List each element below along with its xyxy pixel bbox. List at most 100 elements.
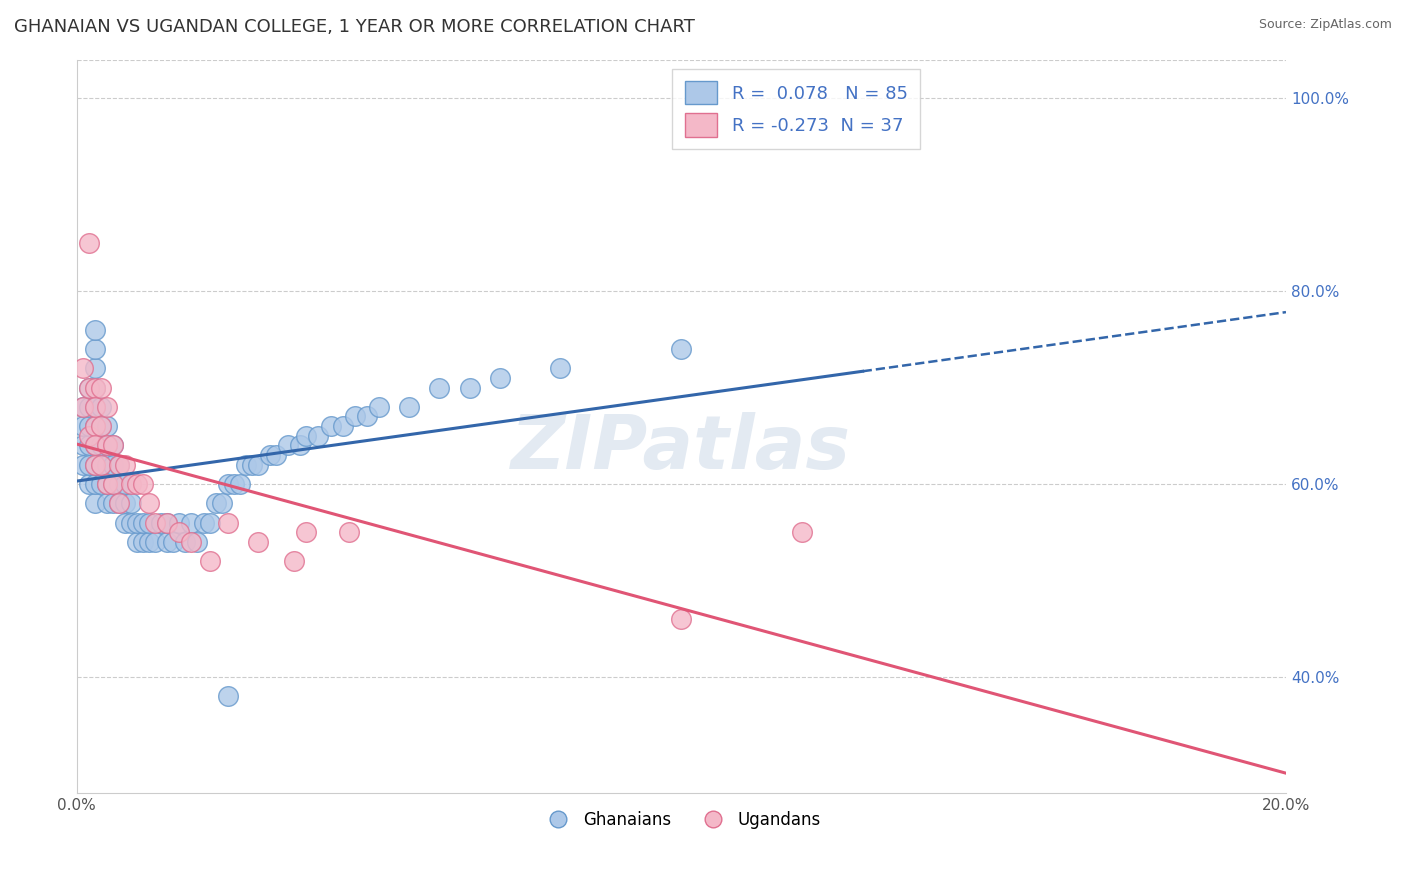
Point (83, 419, 105, 434)
Point (77, 438, 100, 452)
Point (83, 361, 105, 376)
Point (156, 516, 179, 530)
Point (114, 458, 136, 472)
Point (277, 438, 299, 452)
Point (120, 477, 142, 491)
Point (132, 534, 155, 549)
Point (792, 525, 814, 540)
Point (96, 477, 118, 491)
Point (174, 534, 197, 549)
Point (90, 380, 112, 394)
Point (132, 516, 155, 530)
Point (198, 516, 221, 530)
Point (429, 380, 451, 394)
Point (72, 458, 94, 472)
Point (90, 477, 112, 491)
Point (550, 361, 572, 376)
Point (108, 458, 131, 472)
Point (83, 380, 105, 394)
Point (90, 419, 112, 434)
Point (671, 342, 693, 356)
Point (101, 477, 124, 491)
Point (295, 525, 318, 540)
Point (264, 448, 287, 462)
Point (108, 496, 131, 510)
Point (169, 516, 191, 530)
Point (259, 448, 281, 462)
Point (101, 477, 124, 491)
Point (156, 516, 179, 530)
Point (246, 534, 269, 549)
Text: GHANAIAN VS UGANDAN COLLEGE, 1 YEAR OR MORE CORRELATION CHART: GHANAIAN VS UGANDAN COLLEGE, 1 YEAR OR M… (14, 18, 695, 36)
Point (120, 516, 142, 530)
Point (83, 458, 105, 472)
Point (217, 689, 239, 703)
Point (72, 438, 94, 452)
Point (83, 400, 105, 414)
Point (162, 534, 184, 549)
Point (204, 496, 226, 510)
Point (240, 458, 263, 472)
Point (72, 400, 94, 414)
Point (83, 438, 105, 452)
Point (283, 554, 305, 568)
Point (343, 409, 366, 424)
Point (398, 400, 420, 414)
Point (77, 380, 100, 394)
Point (307, 429, 329, 443)
Point (114, 516, 136, 530)
Point (96, 477, 118, 491)
Point (108, 458, 131, 472)
Point (90, 419, 112, 434)
Point (246, 458, 269, 472)
Point (290, 438, 312, 452)
Point (367, 400, 389, 414)
Point (125, 534, 148, 549)
Point (90, 400, 112, 414)
Point (295, 429, 318, 443)
Point (120, 496, 142, 510)
Point (96, 438, 118, 452)
Point (138, 516, 160, 530)
Point (101, 458, 124, 472)
Point (150, 516, 173, 530)
Point (77, 235, 100, 250)
Point (83, 458, 105, 472)
Point (229, 477, 252, 491)
Point (108, 477, 131, 491)
Point (156, 534, 179, 549)
Point (101, 438, 124, 452)
Point (77, 419, 100, 434)
Point (114, 496, 136, 510)
Point (83, 323, 105, 337)
Point (96, 400, 118, 414)
Point (83, 477, 105, 491)
Point (180, 534, 202, 549)
Point (83, 400, 105, 414)
Point (77, 458, 100, 472)
Point (83, 380, 105, 394)
Point (90, 458, 112, 472)
Point (96, 438, 118, 452)
Point (96, 496, 118, 510)
Point (169, 525, 191, 540)
Point (332, 419, 354, 434)
Point (77, 400, 100, 414)
Point (222, 477, 245, 491)
Point (90, 458, 112, 472)
Point (72, 361, 94, 376)
Point (138, 496, 160, 510)
Point (337, 525, 360, 540)
Point (72, 400, 94, 414)
Point (90, 438, 112, 452)
Point (489, 371, 512, 385)
Point (108, 496, 131, 510)
Point (77, 380, 100, 394)
Point (143, 534, 166, 549)
Point (83, 342, 105, 356)
Point (83, 438, 105, 452)
Point (186, 534, 208, 549)
Point (125, 516, 148, 530)
Point (83, 419, 105, 434)
Point (72, 419, 94, 434)
